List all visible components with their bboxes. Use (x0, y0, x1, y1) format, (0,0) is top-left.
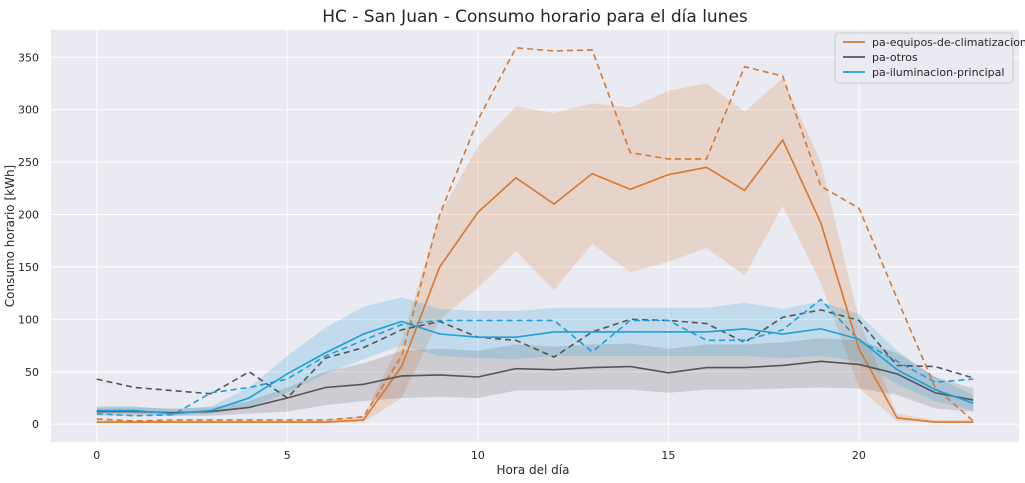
x-axis-label: Hora del día (497, 463, 570, 477)
line-pa-otros (96, 360, 974, 414)
legend: pa-equipos-de-climatizacion pa-otros pa-il… (834, 32, 1025, 84)
legend-box (834, 32, 1014, 84)
band-pa-equipos-de-climatizacion (96, 78, 974, 424)
y-tick-label: 250 (18, 156, 39, 169)
dashed-line-pa-equipos-de-climatizacion (96, 46, 974, 422)
dashed-series-lines (96, 46, 974, 422)
x-tick-label: 0 (93, 449, 100, 462)
y-tick-labels: 0 50 100 150 200 250 300 350 (18, 51, 39, 431)
line-pa-iluminacion-principal (96, 320, 974, 415)
x-tick-labels: 0 5 10 15 20 (93, 449, 866, 462)
line-pa-equipos-de-climatizacion (96, 138, 974, 423)
y-tick-label: 50 (25, 366, 39, 379)
x-tick-label: 20 (852, 449, 866, 462)
legend-label-pa-otros: pa-otros (872, 51, 918, 64)
y-tick-label: 100 (18, 313, 39, 326)
x-tick-label: 10 (471, 449, 485, 462)
y-tick-label: 150 (18, 261, 39, 274)
y-tick-label: 350 (18, 51, 39, 64)
legend-label-pa-equipos-de-climatizacion: pa-equipos-de-climatizacion (872, 36, 1025, 49)
y-tick-label: 0 (32, 418, 39, 431)
chart-title: HC - San Juan - Consumo horario para el … (322, 7, 748, 27)
band-pa-iluminacion-principal (96, 297, 974, 416)
y-gridlines (51, 56, 1019, 425)
confidence-bands (96, 78, 974, 424)
band-pa-otros (96, 338, 974, 416)
plot-area (51, 30, 1019, 442)
legend-label-pa-iluminacion-principal: pa-iluminacion-principal (872, 66, 1004, 79)
mean-series-lines (96, 138, 974, 423)
y-tick-label: 200 (18, 209, 39, 222)
dashed-line-pa-otros (96, 309, 974, 400)
y-tick-label: 300 (18, 104, 39, 117)
x-tick-label: 5 (284, 449, 291, 462)
y-axis-label: Consumo horario [kWh] (3, 165, 17, 307)
x-tick-label: 15 (661, 449, 675, 462)
dashed-line-pa-iluminacion-principal (96, 298, 974, 417)
